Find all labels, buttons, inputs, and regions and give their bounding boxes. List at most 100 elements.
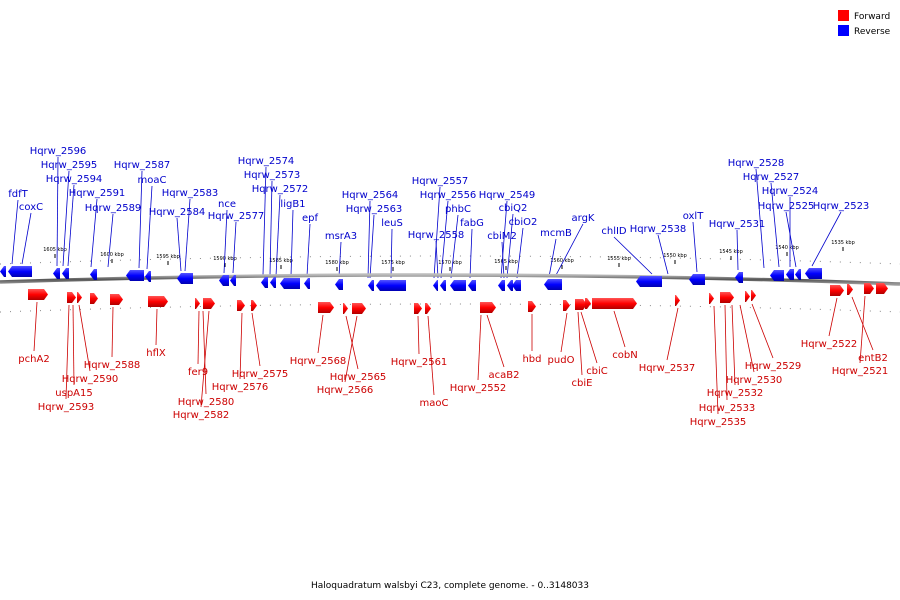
genome-caption: Haloquadratum walsbyi C23, complete geno…	[311, 581, 589, 591]
reverse-leader-line	[146, 185, 153, 270]
forward-gene-label-hqrw-2593: Hqrw_2593	[38, 402, 95, 413]
forward-leader-line	[713, 305, 719, 415]
reverse-gene-label-msra3: msrA3	[325, 231, 357, 242]
reverse-leader-line	[176, 217, 182, 272]
forward-leader-line	[417, 315, 420, 355]
reverse-leader-line	[770, 182, 780, 268]
forward-leader-line	[724, 304, 728, 401]
reverse-gene-label-hqrw-2556: Hqrw_2556	[420, 190, 477, 201]
forward-gene-label-hqrw-2530: Hqrw_2530	[726, 375, 783, 386]
tick-label-1540-kbp: 1540 kbp	[775, 245, 799, 251]
forward-gene-label-hqrw-2582: Hqrw_2582	[173, 410, 230, 421]
forward-gene-box	[751, 290, 756, 301]
reverse-gene-label-leus: leuS	[381, 218, 403, 229]
forward-gene-box	[720, 292, 734, 303]
reverse-leader-line	[367, 200, 371, 279]
forward-gene-label-hqrw-2576: Hqrw_2576	[212, 382, 269, 393]
reverse-gene-label-hqrw-2558: Hqrw_2558	[408, 230, 465, 241]
forward-gene-box	[575, 299, 587, 310]
reverse-leader-line	[554, 223, 584, 278]
reverse-gene-box	[689, 274, 705, 285]
reverse-gene-label-hqrw-2564: Hqrw_2564	[342, 190, 399, 201]
reverse-gene-label-hqrw-2531: Hqrw_2531	[709, 219, 766, 230]
reverse-gene-box	[145, 271, 151, 282]
reverse-gene-box	[376, 280, 406, 291]
forward-gene-box	[28, 289, 48, 300]
reverse-gene-label-hqrw-2557: Hqrw_2557	[412, 176, 469, 187]
forward-gene-box	[90, 293, 98, 304]
reverse-leader-line	[369, 214, 375, 279]
forward-leader-line	[560, 312, 568, 353]
reverse-gene-label-cbim2: cbiM2	[487, 231, 517, 242]
reverse-gene-box	[126, 270, 144, 281]
forward-gene-label-cbic: cbiC	[586, 366, 608, 377]
forward-gene-label-hqrw-2588: Hqrw_2588	[84, 360, 141, 371]
forward-leader-line	[613, 310, 626, 348]
reverse-gene-label-hqrw-2591: Hqrw_2591	[69, 188, 126, 199]
reverse-gene-label-hqrw-2524: Hqrw_2524	[762, 186, 819, 197]
reverse-gene-label-fdft: fdfT	[8, 189, 28, 200]
reverse-leader-line	[62, 170, 70, 267]
reverse-leader-line	[232, 221, 237, 274]
forward-gene-box	[77, 292, 82, 303]
reverse-leader-line	[506, 213, 514, 279]
reverse-gene-box	[53, 268, 60, 279]
reverse-gene-box	[512, 280, 521, 291]
tick-label-1585-kbp: 1585 kbp	[269, 258, 293, 264]
reverse-gene-box	[230, 275, 236, 286]
forward-leader-line	[202, 310, 207, 395]
forward-gene-box	[592, 298, 637, 309]
forward-gene-box	[709, 293, 714, 304]
reverse-gene-box	[0, 266, 6, 277]
legend-swatch-reverse	[838, 25, 849, 36]
tick-label-1605-kbp: 1605 kbp	[43, 247, 67, 253]
reverse-gene-label-hqrw-2574: Hqrw_2574	[238, 156, 295, 167]
reverse-leader-line	[138, 170, 143, 269]
reverse-gene-box	[280, 278, 300, 289]
forward-gene-label-uspa15: uspA15	[55, 388, 92, 399]
reverse-gene-label-hqrw-2577: Hqrw_2577	[208, 211, 265, 222]
forward-gene-box	[830, 285, 844, 296]
forward-leader-line	[486, 314, 505, 368]
reverse-gene-box	[544, 279, 562, 290]
reverse-gene-box	[468, 280, 476, 291]
forward-leader-line	[477, 314, 482, 381]
forward-gene-box	[864, 283, 874, 294]
forward-leader-line	[580, 311, 598, 364]
forward-gene-label-hqrw-2580: Hqrw_2580	[178, 397, 235, 408]
reverse-gene-box	[219, 275, 229, 286]
forward-leader-line	[344, 315, 358, 383]
reverse-leader-line	[548, 238, 557, 278]
reverse-leader-line	[516, 227, 524, 279]
forward-gene-label-hqrw-2529: Hqrw_2529	[745, 361, 802, 372]
forward-gene-label-hflx: hflX	[146, 348, 166, 359]
legend-item-reverse: Reverse	[838, 25, 891, 37]
reverse-gene-box	[433, 280, 438, 291]
tick-label-1595-kbp: 1595 kbp	[156, 254, 180, 260]
reverse-leader-line	[450, 214, 459, 279]
forward-leader-line	[239, 312, 243, 380]
forward-leader-line	[78, 304, 91, 372]
forward-leader-line	[828, 297, 838, 337]
reverse-gene-label-oxlt: oxlT	[683, 211, 705, 222]
forward-gene-box	[425, 303, 431, 314]
forward-leader-line	[851, 296, 874, 351]
legend: Forward Reverse	[838, 10, 891, 37]
reverse-leader-line	[736, 229, 739, 271]
reverse-gene-label-epf: epf	[302, 213, 319, 224]
tick-label-1570-kbp: 1570 kbp	[438, 260, 462, 266]
forward-gene-box	[67, 292, 76, 303]
forward-leader-line	[197, 310, 200, 365]
forward-gene-label-hbd: hbd	[522, 354, 541, 365]
tick-label-1580-kbp: 1580 kbp	[325, 260, 349, 266]
forward-gene-label-hqrw-2533: Hqrw_2533	[699, 403, 756, 414]
tick-label-1565-kbp: 1565 kbp	[494, 259, 518, 265]
forward-gene-label-hqrw-2590: Hqrw_2590	[62, 374, 119, 385]
forward-gene-box	[876, 283, 888, 294]
reverse-gene-box	[795, 269, 801, 280]
forward-gene-box	[528, 301, 536, 312]
forward-gene-label-hqrw-2532: Hqrw_2532	[707, 388, 764, 399]
tick-label-1575-kbp: 1575 kbp	[381, 260, 405, 266]
forward-gene-box	[343, 303, 348, 314]
